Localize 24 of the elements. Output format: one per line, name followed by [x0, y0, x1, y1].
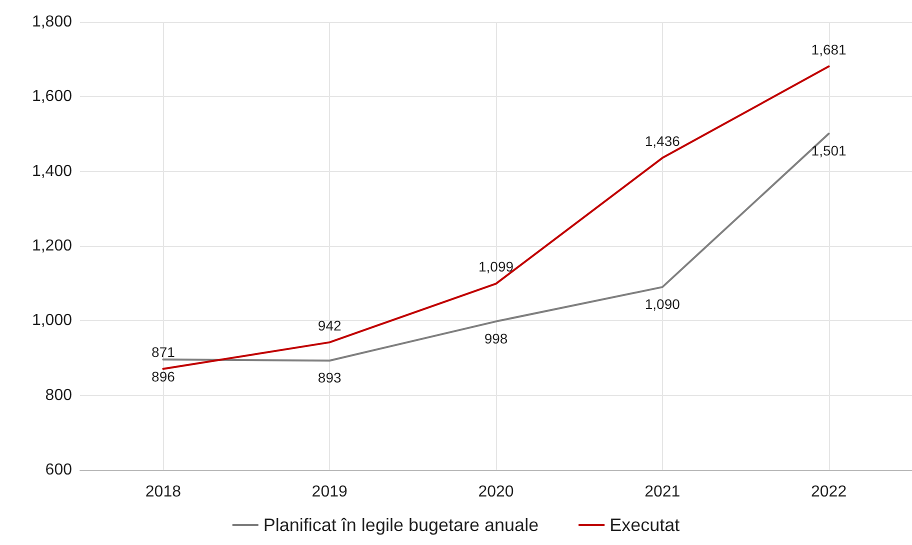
data-label: 998 [484, 330, 508, 346]
y-tick-label: 1,000 [32, 312, 72, 330]
legend-label: Planificat în legile bugetare anuale [263, 515, 539, 535]
legend-label: Executat [610, 515, 680, 535]
y-tick-label: 1,200 [32, 238, 72, 254]
data-label: 1,090 [644, 296, 680, 312]
data-label: 1,501 [811, 142, 847, 159]
data-label: 893 [318, 370, 342, 386]
y-tick-label: 1,400 [32, 162, 72, 180]
data-label: 1,099 [478, 258, 514, 275]
data-label: 871 [152, 344, 176, 360]
data-label: 1,681 [811, 41, 847, 58]
y-tick-label: 1,600 [32, 88, 72, 106]
data-label: 1,436 [644, 132, 680, 149]
x-tick-label: 2018 [145, 484, 182, 500]
y-tick-label: 800 [45, 386, 72, 404]
x-tick-label: 2022 [811, 484, 847, 500]
x-tick-label: 2020 [478, 484, 514, 500]
y-tick-label: 600 [45, 462, 72, 478]
x-tick-label: 2021 [644, 484, 680, 500]
data-label: 896 [152, 368, 176, 384]
x-tick-label: 2019 [312, 484, 348, 500]
y-tick-label: 1,800 [32, 14, 72, 30]
data-label: 942 [318, 317, 342, 334]
